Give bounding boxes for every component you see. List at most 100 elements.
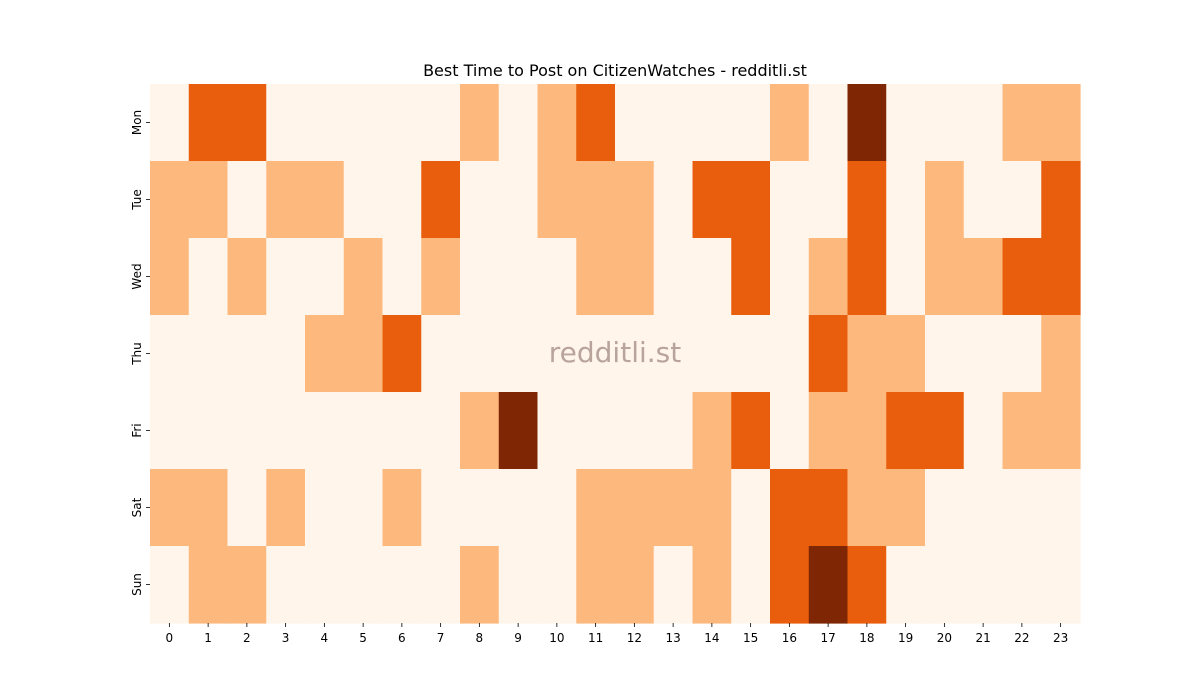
heatmap-cell-tue-4 [305, 161, 345, 239]
heatmap-cell-thu-5 [343, 315, 384, 393]
heatmap-cell-tue-19 [886, 161, 926, 239]
x-tick-label: 2 [243, 631, 251, 645]
heatmap-cell-sat-20 [925, 469, 965, 547]
heatmap-cell-sun-21 [963, 546, 1004, 624]
x-tick-label: 1 [204, 631, 212, 645]
heatmap-cell-tue-17 [808, 161, 849, 239]
heatmap-cell-mon-23 [1041, 84, 1081, 162]
heatmap-cell-sat-0 [150, 469, 190, 547]
heatmap-cell-wed-8 [460, 238, 500, 316]
heatmap-cell-tue-22 [1002, 161, 1042, 239]
heatmap-cell-tue-2 [227, 161, 267, 239]
heatmap-cell-sun-1 [188, 546, 229, 624]
heatmap-cell-sat-19 [886, 469, 926, 547]
heatmap-cell-wed-0 [150, 238, 190, 316]
heatmap-cell-sun-0 [150, 546, 190, 624]
heatmap-cell-mon-4 [305, 84, 345, 162]
heatmap-cell-thu-4 [305, 315, 345, 393]
x-tick-label: 13 [665, 631, 680, 645]
heatmap-cell-mon-6 [382, 84, 422, 162]
heatmap-cell-sun-18 [847, 546, 887, 624]
heatmap-cell-wed-12 [615, 238, 655, 316]
heatmap-cell-tue-6 [382, 161, 422, 239]
heatmap-cell-sun-12 [615, 546, 655, 624]
heatmap-cell-thu-22 [1002, 315, 1042, 393]
heatmap-cell-fri-21 [963, 392, 1004, 470]
heatmap-cell-wed-19 [886, 238, 926, 316]
heatmap-cell-mon-13 [653, 84, 694, 162]
heatmap-cell-fri-8 [460, 392, 500, 470]
heatmap-cell-thu-20 [925, 315, 965, 393]
heatmap-cell-fri-6 [382, 392, 422, 470]
heatmap-cell-sat-15 [731, 469, 771, 547]
x-tick-label: 12 [627, 631, 642, 645]
heatmap-cell-tue-5 [343, 161, 384, 239]
heatmap-cell-thu-21 [963, 315, 1004, 393]
heatmap-cell-thu-14 [692, 315, 732, 393]
heatmap-cell-fri-14 [692, 392, 732, 470]
heatmap-cell-tue-0 [150, 161, 190, 239]
heatmap-cell-wed-5 [343, 238, 384, 316]
heatmap-cell-wed-20 [925, 238, 965, 316]
heatmap-cell-wed-16 [770, 238, 810, 316]
heatmap-cell-wed-15 [731, 238, 771, 316]
heatmap-cell-tue-13 [653, 161, 694, 239]
heatmap-cell-sat-1 [188, 469, 229, 547]
heatmap-cell-sat-3 [266, 469, 306, 547]
heatmap-cell-thu-8 [460, 315, 500, 393]
heatmap-cell-sat-5 [343, 469, 384, 547]
x-tick-label: 4 [321, 631, 329, 645]
heatmap-cell-sat-23 [1041, 469, 1081, 547]
heatmap-cell-sat-13 [653, 469, 694, 547]
x-tick-label: 3 [282, 631, 290, 645]
heatmap-cell-mon-5 [343, 84, 384, 162]
heatmap-cell-sat-22 [1002, 469, 1042, 547]
heatmap-cell-sun-13 [653, 546, 694, 624]
heatmap-cell-sat-8 [460, 469, 500, 547]
heatmap-cell-sat-16 [770, 469, 810, 547]
heatmap-cell-thu-11 [576, 315, 616, 393]
heatmap-cell-thu-18 [847, 315, 887, 393]
heatmap-cell-fri-7 [421, 392, 461, 470]
heatmap-cell-fri-18 [847, 392, 887, 470]
heatmap-cell-thu-9 [498, 315, 539, 393]
heatmap-cell-fri-9 [498, 392, 539, 470]
heatmap-cell-thu-7 [421, 315, 461, 393]
heatmap-cell-thu-6 [382, 315, 422, 393]
heatmap-cell-wed-11 [576, 238, 616, 316]
heatmap-cell-sat-4 [305, 469, 345, 547]
heatmap-cell-wed-10 [537, 238, 577, 316]
heatmap-cell-fri-4 [305, 392, 345, 470]
heatmap-cell-mon-19 [886, 84, 926, 162]
y-tick-label: Thu [130, 342, 144, 366]
heatmap-cell-sun-14 [692, 546, 732, 624]
heatmap-cell-sat-9 [498, 469, 539, 547]
heatmap-cell-sat-11 [576, 469, 616, 547]
heatmap-cell-fri-12 [615, 392, 655, 470]
heatmap-cell-sun-3 [266, 546, 306, 624]
heatmap-cell-wed-22 [1002, 238, 1042, 316]
x-tick-label: 0 [166, 631, 174, 645]
watermark-text: redditli.st [549, 336, 681, 369]
heatmap-cell-fri-13 [653, 392, 694, 470]
heatmap-cell-sun-23 [1041, 546, 1081, 624]
x-tick-label: 21 [975, 631, 990, 645]
heatmap-cell-thu-0 [150, 315, 190, 393]
x-tick-label: 18 [859, 631, 874, 645]
heatmap-cell-sat-17 [808, 469, 849, 547]
heatmap-cell-thu-15 [731, 315, 771, 393]
heatmap-cell-fri-5 [343, 392, 384, 470]
heatmap-cell-tue-14 [692, 161, 732, 239]
x-tick-label: 14 [704, 631, 719, 645]
heatmap-cell-fri-20 [925, 392, 965, 470]
heatmap-cell-sat-21 [963, 469, 1004, 547]
heatmap-cell-thu-1 [188, 315, 229, 393]
heatmap-cell-mon-12 [615, 84, 655, 162]
heatmap-cell-tue-12 [615, 161, 655, 239]
heatmap-cell-sun-16 [770, 546, 810, 624]
y-tick-label: Sat [130, 497, 144, 517]
heatmap-cell-mon-14 [692, 84, 732, 162]
heatmap-cell-tue-20 [925, 161, 965, 239]
heatmap-cell-mon-0 [150, 84, 190, 162]
